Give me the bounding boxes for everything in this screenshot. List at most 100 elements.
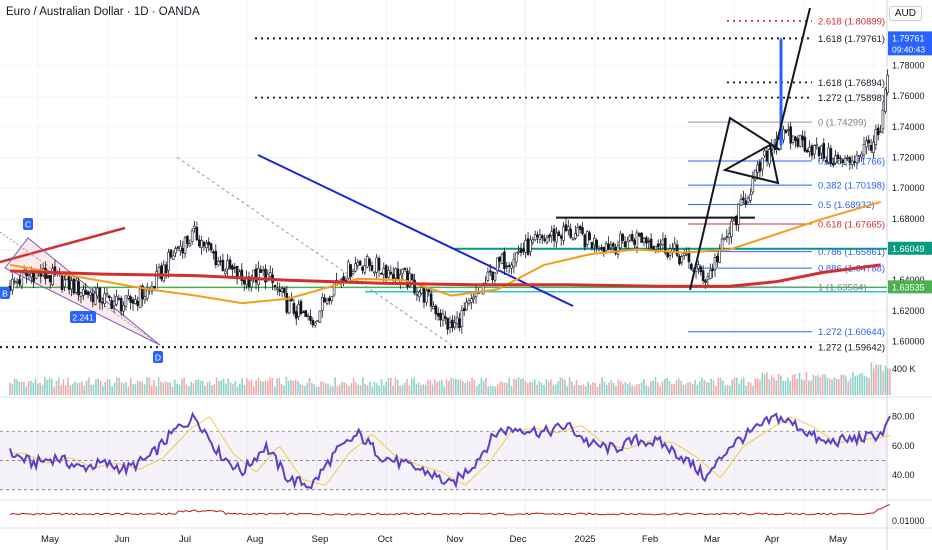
volume-bar bbox=[181, 378, 183, 395]
volume-bar bbox=[39, 382, 41, 395]
volume-bar bbox=[396, 379, 399, 395]
candle-body bbox=[600, 247, 603, 249]
candle-body bbox=[846, 156, 849, 159]
candle-body bbox=[313, 322, 317, 326]
fib-label: 0.382 (1.70198) bbox=[818, 181, 885, 192]
volume-bar bbox=[399, 385, 401, 395]
volume-bar bbox=[559, 377, 562, 395]
volume-bar bbox=[814, 376, 817, 395]
candle-body bbox=[791, 135, 795, 143]
candle-body bbox=[685, 253, 688, 256]
volume-bar bbox=[315, 386, 318, 395]
volume-bar bbox=[345, 383, 348, 395]
candle-body bbox=[141, 285, 144, 300]
volume-bar bbox=[568, 377, 571, 395]
volume-bar bbox=[872, 368, 875, 395]
candle-body bbox=[354, 263, 357, 272]
volume-bar bbox=[596, 386, 599, 395]
fib-label: 0.786 (1.65861) bbox=[818, 247, 885, 258]
volume-bar bbox=[97, 378, 100, 395]
volume-bar bbox=[355, 382, 357, 395]
price-tick: 1.72000 bbox=[892, 152, 925, 162]
candle-body bbox=[53, 266, 57, 275]
time-tick: Oct bbox=[378, 534, 393, 545]
candle-body bbox=[309, 316, 312, 321]
label-d: D bbox=[155, 353, 161, 363]
volume-bar bbox=[640, 382, 643, 395]
label-d-bg bbox=[153, 351, 163, 363]
candle-body bbox=[216, 261, 220, 266]
volume-bar bbox=[480, 378, 483, 395]
volume-bar bbox=[169, 382, 172, 395]
volume-bar bbox=[392, 385, 394, 395]
candle-body bbox=[186, 235, 189, 244]
candle-body bbox=[760, 157, 764, 170]
candle-body bbox=[223, 270, 227, 275]
candle-body bbox=[297, 304, 300, 317]
volume-bar bbox=[206, 382, 209, 395]
breakout-line bbox=[689, 116, 781, 291]
candle-body bbox=[179, 246, 182, 251]
candle-body bbox=[796, 138, 800, 147]
volume-bar bbox=[234, 381, 237, 395]
volume-bar bbox=[471, 377, 473, 395]
candle-body bbox=[278, 289, 281, 292]
candle-body bbox=[259, 269, 263, 273]
candle-body bbox=[18, 279, 21, 285]
candle-body bbox=[105, 292, 109, 296]
candle-body bbox=[619, 233, 622, 249]
candle-body bbox=[701, 270, 705, 282]
candle-body bbox=[276, 287, 279, 290]
volume-bar bbox=[545, 378, 548, 395]
candle-body bbox=[387, 270, 390, 278]
volume-bar bbox=[522, 378, 524, 395]
dashed-diagonal bbox=[176, 157, 452, 346]
time-tick: Dec bbox=[510, 534, 527, 545]
volume-bar bbox=[770, 375, 773, 395]
candle-body bbox=[751, 178, 755, 193]
candle-body bbox=[723, 237, 726, 240]
volume-bar bbox=[434, 379, 436, 395]
candle-body bbox=[488, 270, 492, 273]
volume-bar bbox=[25, 386, 28, 395]
candle-body bbox=[540, 235, 544, 239]
candle-body bbox=[503, 251, 506, 269]
volume-bar bbox=[877, 364, 880, 395]
candle-body bbox=[574, 232, 577, 239]
candle-body bbox=[365, 256, 369, 268]
volume-bar bbox=[499, 381, 501, 395]
volume-bar bbox=[578, 384, 580, 395]
time-tick: Apr bbox=[765, 534, 780, 545]
candle-body bbox=[597, 248, 601, 251]
volume-bar bbox=[331, 386, 334, 395]
volume-bar bbox=[241, 378, 243, 395]
candle-body bbox=[583, 234, 587, 248]
volume-bar bbox=[626, 383, 629, 395]
candle-body bbox=[79, 292, 83, 298]
candle-body bbox=[138, 288, 142, 308]
candle-body bbox=[531, 239, 535, 243]
candle-body bbox=[119, 297, 123, 312]
candle-body bbox=[734, 215, 738, 226]
volume-bar bbox=[373, 381, 376, 395]
candle-body bbox=[84, 290, 88, 295]
currency-label[interactable]: AUD bbox=[888, 6, 922, 21]
candle-body bbox=[886, 74, 889, 93]
volume-bar bbox=[408, 385, 411, 395]
candle-body bbox=[145, 289, 149, 299]
volume-bar bbox=[601, 377, 603, 395]
volume-bar bbox=[740, 379, 743, 395]
candle-body bbox=[72, 278, 76, 294]
candle-body bbox=[661, 239, 665, 246]
volume-bar bbox=[856, 375, 859, 395]
volume-bar bbox=[582, 384, 585, 395]
volume-bar bbox=[366, 385, 369, 395]
symbol-title[interactable]: Euro / Australian Dollar · 1D · OANDA bbox=[6, 6, 200, 18]
candle-body bbox=[782, 129, 785, 141]
volume-bar bbox=[422, 384, 425, 395]
candle-body bbox=[848, 157, 852, 163]
volume-bar bbox=[46, 379, 48, 395]
volume-bar bbox=[752, 386, 754, 395]
candle-body bbox=[746, 197, 750, 204]
volume-bar bbox=[527, 383, 529, 395]
